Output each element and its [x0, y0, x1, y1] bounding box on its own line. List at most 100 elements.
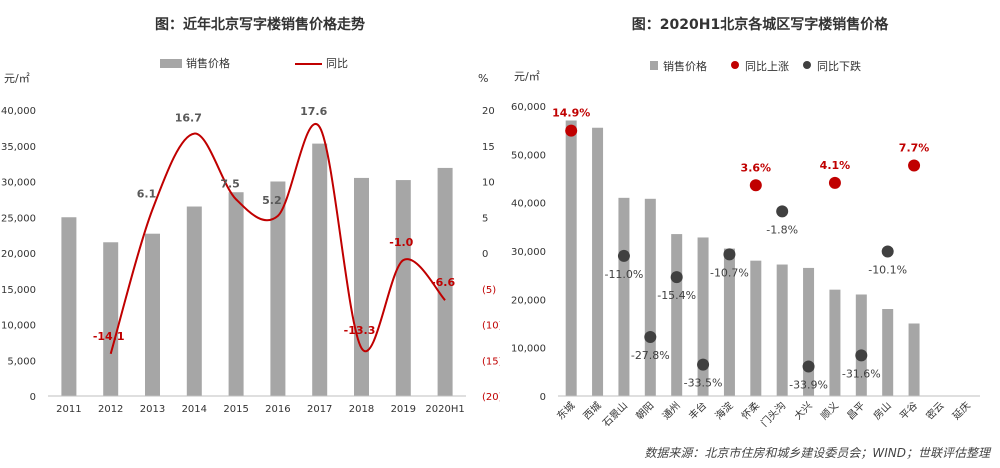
y-tick-label: 35,000 — [1, 142, 36, 153]
yoy-up-marker — [828, 176, 841, 189]
legend-label-bar: 销售价格 — [186, 56, 230, 70]
y-tick-label: 30,000 — [511, 247, 546, 258]
y-tick-label: 40,000 — [511, 199, 546, 210]
district-price-bar — [855, 294, 867, 396]
y-tick-label: 50,000 — [511, 150, 546, 161]
legend-label-line: 同比 — [326, 57, 348, 70]
y-tick-label: 60,000 — [511, 102, 546, 113]
y2-tick-label: (20) — [482, 392, 500, 403]
data-source-note: 数据来源：北京市住房和城乡建设委员会；WIND；世联评估整理 — [644, 446, 990, 460]
x-tick-label: 顺义 — [818, 400, 841, 423]
price-bar — [145, 233, 160, 396]
price-bar — [312, 143, 328, 396]
x-tick-label: 2013 — [140, 404, 165, 415]
yoy-down-data-label: -33.9% — [789, 379, 828, 392]
yoy-line — [109, 123, 446, 355]
x-tick-label: 2012 — [98, 404, 123, 415]
y2-tick-label: (10) — [482, 321, 500, 332]
y-tick-label: 0 — [30, 392, 36, 403]
yoy-down-marker — [644, 331, 657, 344]
legend-swatch-bar — [160, 59, 182, 68]
x-tick-label: 密云 — [923, 399, 946, 422]
y-tick-label: 0 — [540, 392, 546, 403]
y2-tick-label: 0 — [482, 249, 488, 260]
x-tick-label: 石景山 — [600, 400, 630, 430]
price-bar — [395, 180, 411, 396]
district-price-bar — [829, 289, 841, 396]
x-tick-label: 2016 — [265, 404, 290, 415]
yoy-down-data-label: -10.7% — [710, 266, 749, 279]
yoy-up-data-label: 14.9% — [552, 107, 590, 120]
x-tick-label: 朝阳 — [634, 400, 657, 423]
left-chart-title: 图：近年北京写字楼销售价格走势 — [155, 17, 365, 33]
legend-label-bar: 销售价格 — [663, 59, 707, 73]
legend-label-up: 同比上涨 — [745, 60, 789, 73]
price-bar — [228, 192, 244, 396]
x-tick-label: 2015 — [223, 404, 248, 415]
y-tick-label: 20,000 — [511, 295, 546, 306]
price-bar — [61, 217, 77, 396]
yoy-down-data-label: -11.0% — [604, 268, 643, 281]
district-price-bar — [723, 248, 735, 396]
right-chart: 元/㎡ 销售价格 同比上涨 同比下跌 0 10,000 20,000 30,000 40,000… — [511, 59, 980, 430]
legend-swatch-bar — [650, 61, 658, 70]
x-tick-label: 2019 — [391, 404, 416, 415]
price-bar — [437, 167, 453, 396]
y-tick-label: 40,000 — [1, 106, 36, 117]
x-tick-label: 2014 — [182, 404, 207, 415]
district-price-bar — [908, 323, 920, 396]
y-tick-label: 5,000 — [7, 356, 36, 367]
x-tick-label: 通州 — [660, 400, 683, 423]
x-tick-label: 门头沟 — [758, 399, 788, 429]
legend-swatch-down — [803, 61, 811, 69]
y-tick-label: 25,000 — [1, 213, 36, 224]
yoy-down-data-label: -1.8% — [766, 223, 798, 236]
x-tick-label: 丰台 — [686, 399, 709, 422]
right-chart-title: 图：2020H1北京各城区写字楼销售价格 — [631, 17, 889, 33]
yoy-data-label: 6.1 — [137, 187, 157, 200]
x-tick-label: 大兴 — [791, 399, 814, 422]
y2-tick-label: 20 — [482, 106, 495, 117]
yoy-down-marker — [617, 249, 630, 262]
x-tick-label: 平谷 — [898, 400, 921, 423]
yoy-up-marker — [565, 124, 578, 137]
yoy-down-marker — [802, 360, 815, 373]
yoy-down-data-label: -31.6% — [842, 367, 881, 380]
left-chart: 元/㎡ % 销售价格 同比 0 5,000 10,000 15,000 20,000 25,000… — [1, 56, 500, 415]
yoy-data-label: 7.5 — [220, 177, 240, 190]
yoy-down-data-label: -33.5% — [684, 377, 723, 390]
district-price-bar — [750, 260, 762, 396]
yoy-down-marker — [855, 349, 868, 362]
yoy-data-label: -14.1 — [93, 330, 125, 343]
x-tick-label: 东城 — [554, 399, 577, 422]
yoy-data-label: 17.6 — [300, 105, 327, 118]
x-tick-label: 2017 — [307, 404, 332, 415]
district-price-bar — [803, 267, 815, 396]
district-price-bar — [776, 264, 788, 396]
legend-swatch-up — [731, 61, 739, 69]
y2-tick-label: 15 — [482, 142, 495, 153]
price-bar — [103, 242, 119, 396]
price-bar — [354, 177, 369, 396]
yoy-data-label: 16.7 — [175, 112, 202, 125]
legend-label-down: 同比下跌 — [817, 59, 861, 73]
yoy-down-marker — [881, 245, 894, 258]
yoy-up-data-label: 3.6% — [741, 161, 772, 174]
yoy-up-marker — [908, 159, 921, 172]
yoy-up-data-label: 7.7% — [899, 141, 930, 154]
yoy-data-label: -6.6 — [431, 276, 455, 289]
yoy-down-marker — [776, 205, 789, 218]
y-tick-label: 30,000 — [1, 178, 36, 189]
yoy-down-data-label: -10.1% — [868, 263, 907, 276]
left-axis-unit: 元/㎡ — [514, 70, 540, 83]
yoy-down-data-label: -27.8% — [631, 349, 670, 362]
yoy-data-label: 5.2 — [262, 194, 282, 207]
x-tick-label: 昌平 — [845, 400, 868, 423]
y2-tick-label: (15) — [482, 356, 500, 367]
y-tick-label: 15,000 — [1, 285, 36, 296]
district-price-bar — [592, 127, 604, 396]
x-tick-label: 房山 — [870, 399, 893, 422]
y-tick-label: 10,000 — [511, 344, 546, 355]
district-price-bar — [697, 237, 709, 396]
district-price-bar — [618, 197, 630, 396]
